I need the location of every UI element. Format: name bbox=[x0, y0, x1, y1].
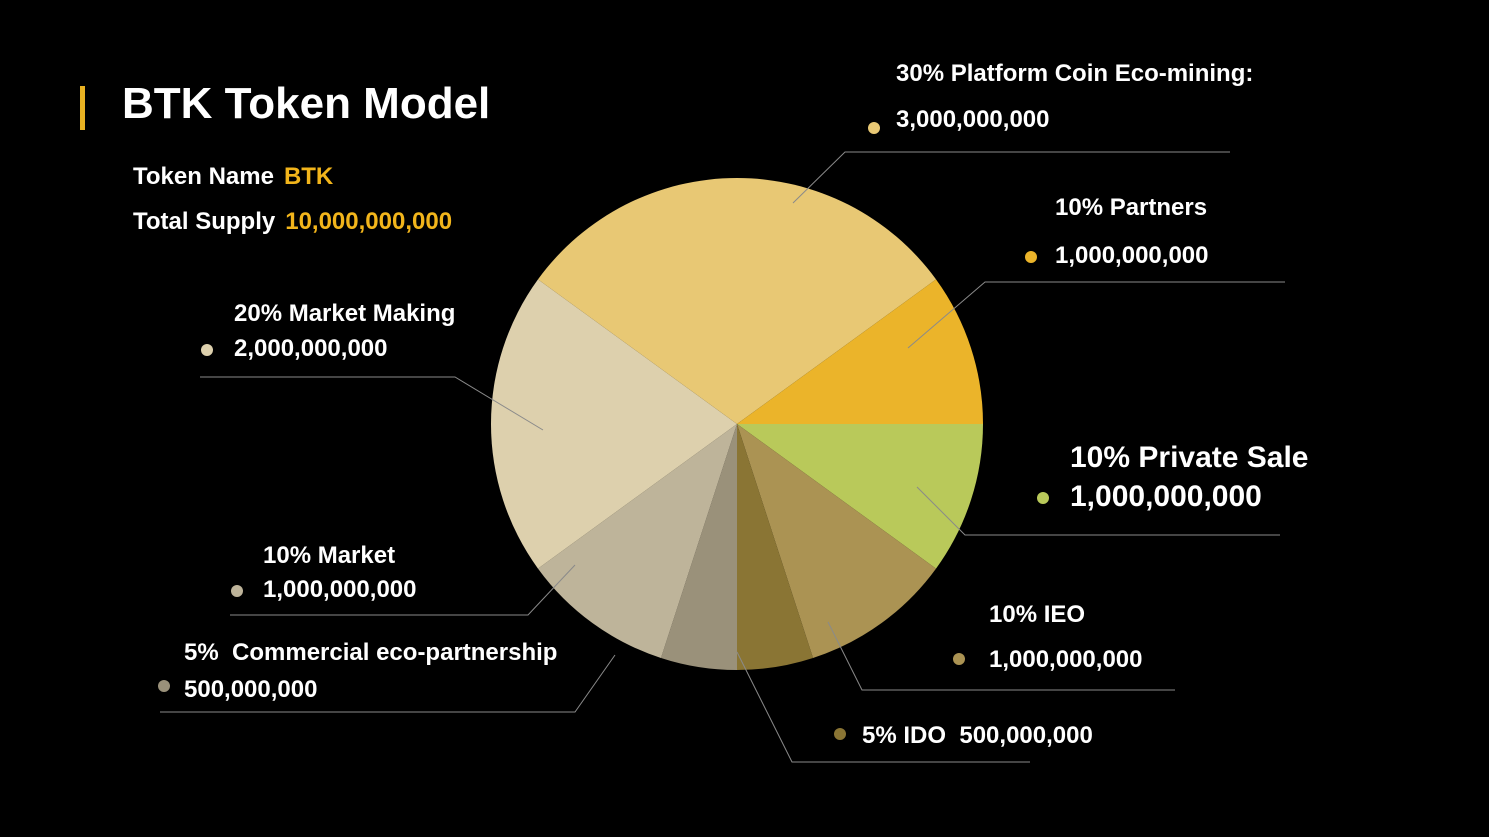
pie-slice bbox=[737, 424, 983, 569]
slice-amount-label: 1,000,000,000 bbox=[1055, 242, 1208, 269]
pie-slice bbox=[537, 177, 937, 424]
slice-amount-label: 3,000,000,000 bbox=[896, 106, 1049, 133]
pie-slice bbox=[660, 424, 737, 670]
leader-line bbox=[736, 651, 1030, 763]
slice-amount-label: 2,000,000,000 bbox=[234, 335, 387, 362]
slice-amount-label: 500,000,000 bbox=[184, 676, 317, 703]
token-name-label: Token Name bbox=[133, 163, 274, 190]
slice-labels: 10% Private Sale 1,000,000,000 10% IEO 1,00… bbox=[158, 60, 1309, 749]
slice-percent-label: 10% Private Sale bbox=[1070, 441, 1309, 474]
slice-percent-label: 20% Market Making bbox=[234, 300, 455, 327]
pie-slices bbox=[490, 177, 983, 670]
legend-dot bbox=[231, 585, 243, 597]
leader-line bbox=[230, 564, 576, 616]
pie-slice bbox=[737, 424, 814, 670]
total-supply-row: Total Supply 10,000,000,000 bbox=[133, 207, 452, 237]
legend-dot bbox=[1037, 492, 1049, 504]
slice-percent-label: 10% Market bbox=[263, 542, 395, 569]
slice-percent-label: 5% Commercial eco-partnership bbox=[184, 639, 557, 666]
leader-line bbox=[200, 376, 544, 431]
legend-dot bbox=[1025, 251, 1037, 263]
total-supply-value: 10,000,000,000 bbox=[285, 208, 453, 235]
slice-label: 5% IDO 500,000,000 bbox=[862, 722, 1093, 749]
pie-slice bbox=[737, 279, 983, 424]
legend-dot bbox=[158, 680, 170, 692]
title-accent-bar bbox=[80, 86, 85, 130]
leader-line bbox=[916, 486, 1280, 536]
token-name-value: BTK bbox=[283, 163, 334, 190]
total-supply-label: Total Supply bbox=[133, 208, 276, 235]
leader-line bbox=[160, 654, 616, 713]
page-title: BTK Token Model bbox=[122, 79, 491, 128]
pie-slice bbox=[490, 279, 737, 569]
leader-line bbox=[792, 151, 1230, 204]
slice-amount-label: 1,000,000,000 bbox=[263, 576, 416, 603]
slice-amount-label: 1,000,000,000 bbox=[989, 646, 1142, 673]
pie-slice bbox=[737, 424, 937, 658]
leader-lines bbox=[160, 151, 1285, 763]
leader-line bbox=[827, 621, 1175, 691]
legend-dot bbox=[201, 344, 213, 356]
slice-amount-label: 1,000,000,000 bbox=[1070, 480, 1262, 513]
leader-line bbox=[907, 281, 1285, 349]
slice-percent-label: 10% IEO bbox=[989, 601, 1085, 628]
legend-dot bbox=[834, 728, 846, 740]
token-name-row: Token Name BTK bbox=[133, 162, 333, 192]
legend-dot bbox=[953, 653, 965, 665]
slice-percent-label: 30% Platform Coin Eco-mining: bbox=[896, 60, 1253, 87]
legend-dot bbox=[868, 122, 880, 134]
slice-percent-label: 10% Partners bbox=[1055, 194, 1207, 221]
pie-slice bbox=[537, 424, 737, 658]
